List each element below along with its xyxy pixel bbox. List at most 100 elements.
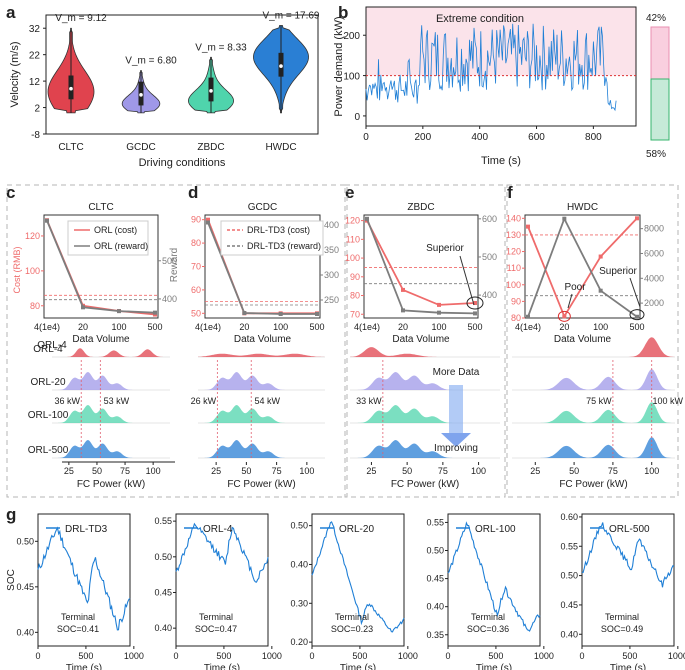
ridge-x-tick-label: 75	[438, 466, 448, 476]
left-tick-label: 100	[506, 280, 521, 290]
right-tick-label: 400	[162, 294, 177, 304]
x-tick-label-b: 0	[363, 132, 369, 143]
left-tick-label: 120	[345, 216, 360, 226]
soc-x-tick-label: 500	[78, 651, 93, 661]
soc-y-tick-label: 0.40	[426, 602, 444, 612]
soc-x-tick-label: 1000	[668, 651, 685, 661]
share-bar-extreme	[650, 26, 670, 80]
x-tick-label-e: 4(1e4)	[354, 322, 380, 332]
soc-y-tick-label: 0.40	[154, 623, 172, 633]
series-marker	[206, 217, 210, 222]
y-tick-label-a: 2	[34, 104, 40, 115]
left-tick-label: 110	[346, 234, 360, 244]
series-marker	[635, 314, 639, 319]
legend-label: ORL (cost)	[94, 225, 137, 235]
share-label: 42%	[646, 13, 666, 24]
left-tick-label: 90	[511, 296, 521, 306]
soc-x-tick-label: 1000	[534, 651, 554, 661]
x-tick-label-c: 500	[147, 322, 162, 332]
ridge-x-tick-label: 25	[211, 466, 221, 476]
extreme-condition-label: Extreme condition	[436, 13, 524, 25]
soc-y-tick-label: 0.50	[16, 536, 34, 546]
terminal-label: Terminal	[471, 612, 505, 622]
x-tick-label-b: 400	[471, 132, 488, 143]
soc-line	[311, 521, 405, 633]
x-tick-label-e: 100	[431, 322, 446, 332]
panel-letter-b: b	[338, 3, 348, 22]
right-tick-label: 400	[482, 290, 497, 300]
soc-legend-label: ORL-100	[475, 524, 516, 535]
vm-label: V_m = 9.12	[55, 13, 107, 24]
terminal-soc-value: SOC=0.49	[601, 624, 643, 634]
panel-title-d: GCDC	[248, 202, 277, 213]
soc-line	[581, 522, 675, 588]
ridge-density	[512, 437, 675, 458]
x-tick-label-f: 4(1e4)	[515, 322, 541, 332]
soc-x-tick-label: 500	[216, 651, 231, 661]
ridge-x-axis-label: FC Power (kW)	[559, 479, 627, 490]
terminal-soc-value: SOC=0.23	[331, 624, 373, 634]
violin-median	[279, 64, 283, 68]
left-tick-label: 120	[506, 247, 521, 257]
panel-group-frame	[6, 184, 348, 498]
x-tick-label-c: 20	[78, 322, 88, 332]
highlight-circle	[629, 309, 645, 321]
right-tick-label: 300	[324, 270, 339, 280]
y-tick-label-a: -8	[31, 130, 40, 141]
ridge-density	[350, 405, 500, 423]
left-tick-label: 120	[25, 231, 40, 241]
legend-box	[67, 220, 149, 256]
soc-y-tick-label: 0.45	[16, 582, 34, 592]
series-line-right	[366, 218, 476, 315]
right-axis-label: Reward	[169, 248, 180, 282]
plot-frame-a	[45, 14, 319, 135]
x-tick-label-c: 100	[111, 322, 126, 332]
ridge-density	[198, 440, 325, 458]
ridge-density	[198, 353, 325, 357]
peak-marker-label: 33 kW	[356, 396, 382, 406]
x-axis-label-c: Data Volume	[72, 334, 130, 345]
ridge-row-label: ORL-4	[33, 344, 63, 355]
series-marker	[437, 310, 441, 315]
x-tick-label-a: ZBDC	[197, 142, 224, 153]
soc-y-tick-label: 0.45	[154, 587, 172, 597]
panel-title-f: HWDC	[567, 202, 598, 213]
terminal-soc-value: SOC=0.41	[57, 624, 99, 634]
ridge-x-tick-label: 100	[644, 466, 659, 476]
series-line-left	[527, 217, 638, 319]
highlight-circle	[557, 310, 571, 322]
panel-letter-d: d	[188, 183, 198, 202]
terminal-label: Terminal	[61, 612, 95, 622]
x-tick-label-e: 20	[398, 322, 408, 332]
series-line-right	[527, 216, 638, 318]
left-tick-label: 130	[506, 230, 521, 240]
soc-y-tick-label: 0.50	[154, 552, 172, 562]
terminal-label: Terminal	[335, 612, 369, 622]
soc-y-tick-label: 0.35	[426, 630, 444, 640]
violin-median	[209, 89, 213, 93]
left-tick-label: 90	[191, 215, 201, 225]
soc-x-tick-label: 1000	[262, 651, 282, 661]
x-tick-label-a: HWDC	[265, 142, 296, 153]
soc-x-tick-label: 0	[445, 651, 450, 661]
soc-y-axis-label: SOC	[6, 569, 17, 591]
series-marker	[598, 288, 603, 293]
ridge-density	[52, 440, 170, 458]
y-tick-label-a: 22	[29, 51, 41, 62]
ridge-x-axis-label: FC Power (kW)	[227, 479, 295, 490]
right-tick-label: 6000	[644, 248, 664, 258]
soc-x-axis-label: Time (s)	[66, 663, 102, 670]
panel-letter-e: e	[345, 183, 354, 202]
ridge-x-tick-label: 50	[402, 466, 412, 476]
x-tick-label-c: 4(1e4)	[34, 322, 60, 332]
ridge-x-tick-label: 100	[146, 466, 161, 476]
soc-y-tick-label: 0.50	[560, 571, 578, 581]
soc-x-tick-label: 0	[309, 651, 314, 661]
soc-y-tick-label: 0.50	[426, 546, 444, 556]
x-axis-label-a: Driving conditions	[139, 157, 226, 169]
series-marker	[315, 312, 319, 316]
right-tick-label: 8000	[644, 224, 664, 234]
left-tick-label: 90	[350, 272, 360, 282]
soc-frame	[581, 513, 675, 647]
right-tick-label: 250	[324, 295, 339, 305]
